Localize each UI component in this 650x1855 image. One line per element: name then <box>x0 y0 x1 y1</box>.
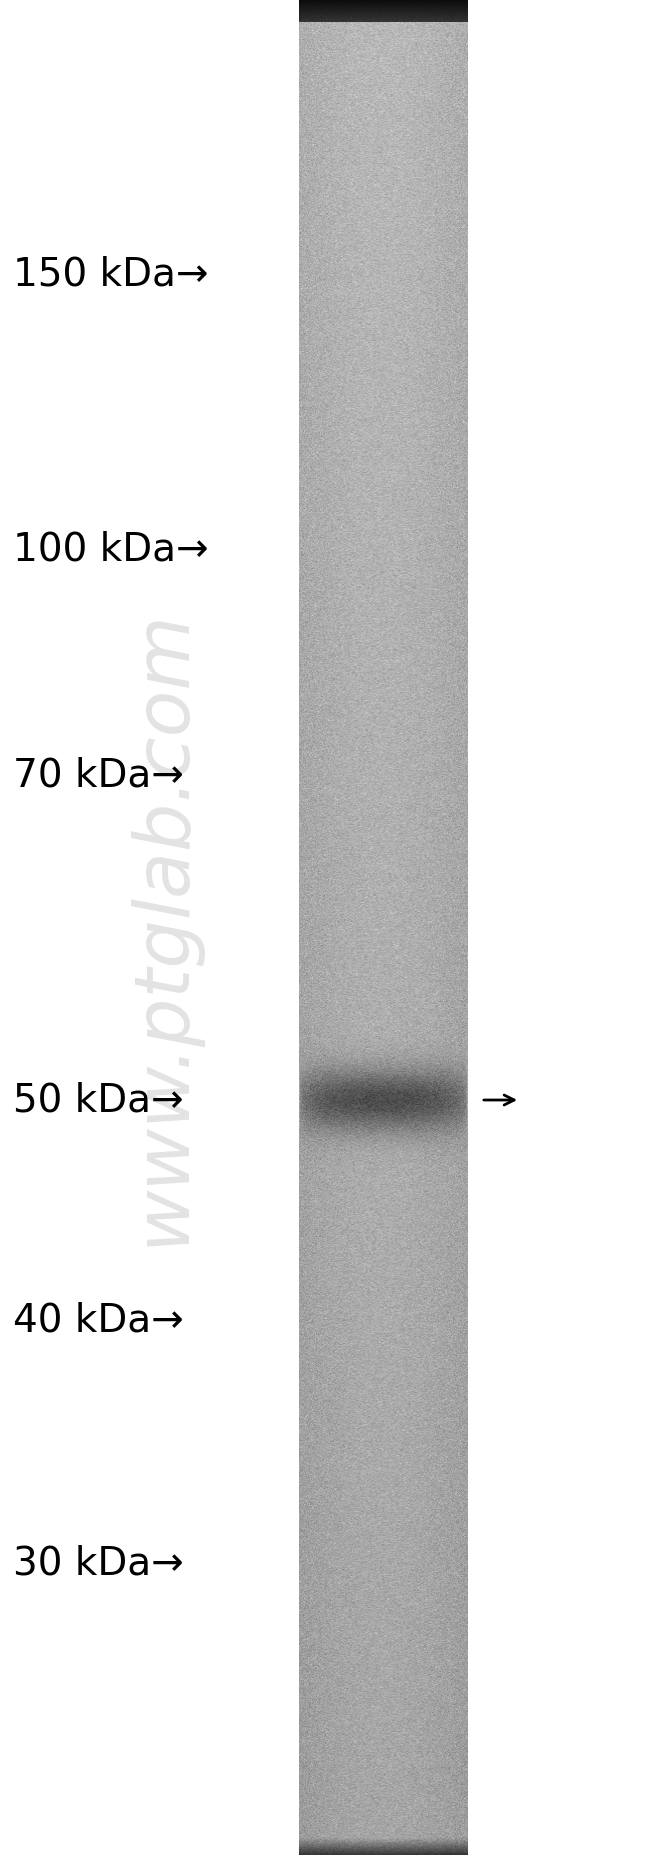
Text: 100 kDa→: 100 kDa→ <box>13 531 209 568</box>
Text: 40 kDa→: 40 kDa→ <box>13 1302 184 1339</box>
Text: 50 kDa→: 50 kDa→ <box>13 1081 183 1119</box>
Text: 150 kDa→: 150 kDa→ <box>13 256 209 293</box>
Text: 70 kDa→: 70 kDa→ <box>13 757 184 794</box>
Text: www.ptglab.com: www.ptglab.com <box>125 608 200 1247</box>
Text: 30 kDa→: 30 kDa→ <box>13 1545 184 1582</box>
